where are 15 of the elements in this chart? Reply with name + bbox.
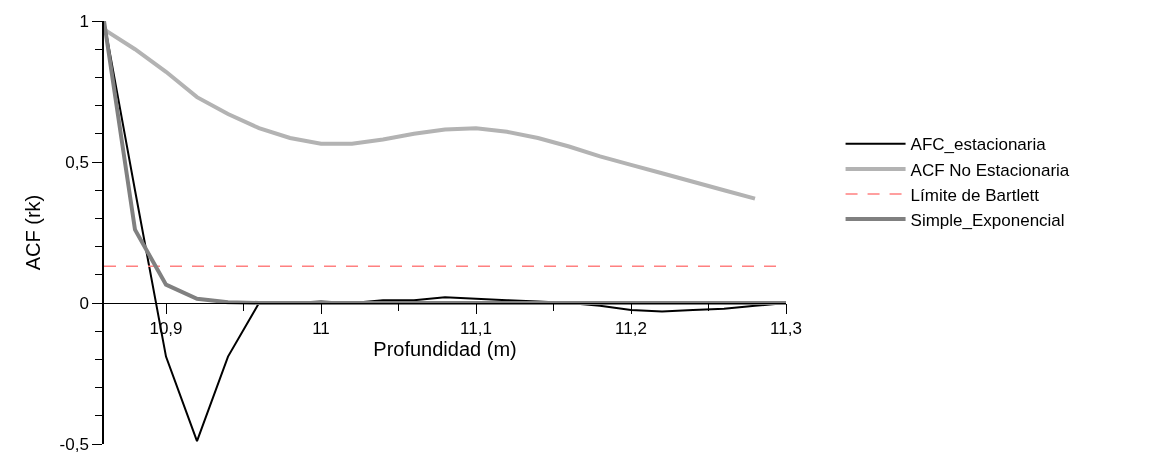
x-tick-label: 11,2	[615, 319, 647, 339]
x-tick-label: 11,1	[460, 319, 492, 339]
legend-label: Simple_Exponencial	[910, 210, 1065, 230]
y-tick-label: 1	[79, 11, 89, 31]
legend-label: AFC_estacionaria	[910, 135, 1047, 155]
x-tick-label: 11,3	[770, 319, 802, 339]
x-axis-title: Profundidad (m)	[373, 338, 517, 361]
legend-label: Límite de Bartlett	[910, 185, 1040, 205]
y-tick-label: -0,5	[59, 434, 89, 454]
legend-label: ACF No Estacionaria	[910, 160, 1070, 180]
y-axis-title: ACF (rk)	[21, 194, 44, 271]
y-tick-label: 0,5	[65, 152, 89, 172]
y-tick-label: 0	[79, 293, 89, 313]
line-series	[104, 27, 757, 201]
x-tick-label: 11	[312, 319, 330, 339]
